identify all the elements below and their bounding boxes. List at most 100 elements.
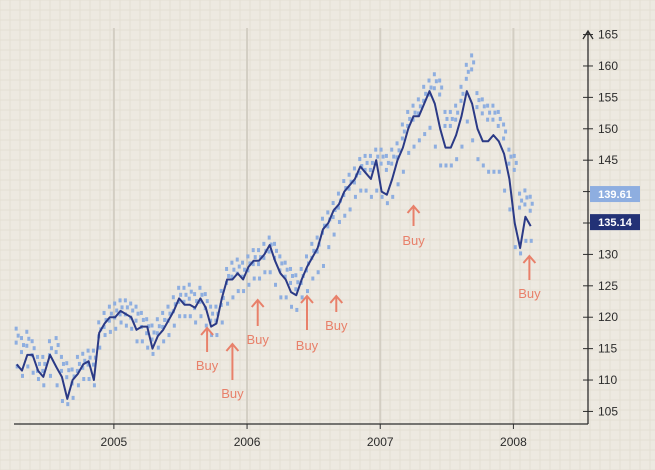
- price-bar-mark-low: [380, 194, 384, 199]
- price-bar-mark-high: [198, 299, 202, 304]
- price-bar-mark-high: [418, 104, 422, 109]
- price-bar-mark-high: [257, 248, 261, 253]
- price-bar-mark-high: [466, 69, 470, 74]
- y-tick-label: 155: [598, 90, 618, 104]
- price-bar-mark-high: [438, 92, 442, 97]
- price-bar-mark-high: [432, 86, 436, 91]
- price-bar-mark-high: [77, 361, 81, 366]
- price-bar-mark-high: [161, 324, 165, 329]
- x-tick-label: 2007: [367, 435, 394, 449]
- price-bar-mark-low: [455, 157, 459, 162]
- price-bar-mark-low: [417, 138, 421, 143]
- price-bar-mark-low: [215, 333, 219, 338]
- price-bar-mark-high: [182, 285, 186, 290]
- price-bar-mark-low: [60, 399, 64, 404]
- price-bar-mark-low: [258, 276, 262, 281]
- price-bar-mark-high: [502, 136, 506, 141]
- price-bar-mark-high: [528, 208, 532, 213]
- price-bar-mark-high: [86, 348, 90, 353]
- price-bar-mark-high: [470, 67, 474, 72]
- price-bar-mark-high: [520, 198, 524, 203]
- price-bar-mark-high: [349, 179, 353, 184]
- price-bar-mark-high: [243, 267, 247, 272]
- price-bar-mark-high: [221, 295, 225, 300]
- price-bar-mark-low: [369, 194, 373, 199]
- price-bar-mark-low: [236, 289, 240, 294]
- price-bar-mark-high: [251, 248, 255, 253]
- price-bar-mark-high: [408, 116, 412, 121]
- price-bar-mark-high: [75, 368, 79, 373]
- price-bar-mark-high: [19, 336, 23, 341]
- buy-arrow-icon: [225, 342, 240, 352]
- price-bar-mark-low: [199, 314, 203, 319]
- price-bar-mark-low: [231, 295, 235, 300]
- price-bar-mark-low: [242, 289, 246, 294]
- price-bar-mark-low: [311, 276, 315, 281]
- price-bar-mark-high: [61, 361, 65, 366]
- price-bar-mark-high: [486, 103, 490, 108]
- price-bar-mark-high: [347, 186, 351, 191]
- price-bar-mark-high: [113, 301, 117, 306]
- price-bar-mark-high: [381, 154, 385, 159]
- price-bar-mark-high: [21, 343, 25, 348]
- price-bar-mark-high: [289, 280, 293, 285]
- y-tick-label: 150: [598, 122, 618, 136]
- price-bar-mark-high: [422, 84, 426, 89]
- price-bar-mark-low: [66, 402, 70, 407]
- price-bar-mark-low: [162, 339, 166, 344]
- price-bar-mark-low: [279, 295, 283, 300]
- price-bar-mark-low: [524, 238, 528, 243]
- price-bar-mark-high: [14, 326, 18, 331]
- price-bar-mark-high: [97, 320, 101, 325]
- price-bar-mark-high: [88, 355, 92, 360]
- price-bar-mark-high: [523, 188, 527, 193]
- x-tick-label: 2006: [234, 435, 261, 449]
- price-bar-mark-low: [401, 169, 405, 174]
- price-bar-mark-high: [54, 336, 58, 341]
- price-bar-mark-low: [92, 383, 96, 388]
- price-bar-mark-high: [35, 354, 39, 359]
- price-bar-mark-high: [395, 141, 399, 146]
- price-bar-mark-high: [283, 274, 287, 279]
- price-bar-mark-high: [56, 343, 60, 348]
- price-bar-mark-high: [59, 368, 63, 373]
- price-bar-mark-high: [232, 267, 236, 272]
- price-bar-mark-high: [49, 346, 53, 351]
- price-bar-mark-high: [30, 339, 34, 344]
- price-bar-mark-high: [502, 122, 506, 127]
- price-bar-mark-high: [512, 167, 516, 172]
- price-bar-mark-high: [464, 62, 468, 67]
- price-bar-mark-high: [491, 103, 495, 108]
- price-bar-mark-high: [525, 195, 529, 200]
- price-bar-mark-high: [157, 324, 161, 329]
- price-bar-mark-high: [214, 304, 218, 309]
- price-bar-mark-low: [210, 333, 214, 338]
- price-bar-mark-high: [246, 254, 250, 259]
- price-bar-mark-high: [400, 136, 404, 141]
- buy-arrow-icon: [300, 294, 314, 304]
- price-bar-mark-low: [337, 220, 341, 224]
- price-bar-mark-high: [459, 98, 463, 103]
- price-bar-mark-high: [123, 298, 127, 303]
- price-bar-mark-high: [454, 103, 458, 108]
- price-bar-mark-high: [155, 317, 159, 322]
- price-bar-mark-high: [326, 210, 330, 215]
- price-bar-mark-low: [353, 194, 357, 199]
- price-bar-mark-high: [203, 292, 207, 297]
- price-bar-mark-high: [422, 98, 426, 103]
- price-bar-mark-low: [492, 169, 496, 174]
- buy-arrow-icon: [522, 254, 537, 264]
- price-bar-mark-low: [412, 144, 416, 149]
- price-bar-mark-high: [493, 110, 497, 115]
- price-bar-mark-low: [82, 377, 86, 382]
- price-bar-mark-high: [273, 241, 277, 246]
- price-bar-mark-high: [480, 97, 484, 102]
- price-bar-mark-low: [252, 276, 256, 281]
- price-bar-mark-high: [491, 117, 495, 122]
- price-bar-mark-high: [347, 172, 351, 177]
- price-bar-mark-high: [262, 255, 266, 260]
- buy-signal-label: Buy: [325, 318, 348, 333]
- price-bar-mark-low: [55, 383, 59, 388]
- buy-signal-label: Buy: [221, 386, 244, 401]
- price-bar-mark-low: [476, 157, 480, 162]
